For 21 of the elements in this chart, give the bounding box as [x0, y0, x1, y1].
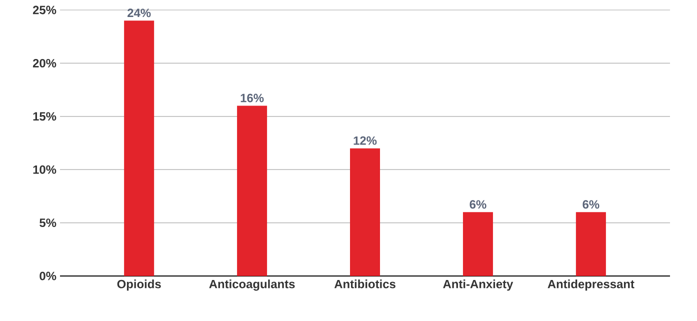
data-label: 16%	[240, 94, 264, 102]
x-tick-label: Antidepressant	[548, 280, 634, 291]
bar	[124, 20, 154, 276]
data-label: 6%	[470, 200, 486, 209]
x-tick-label: Antibiotics	[334, 280, 396, 288]
y-tick-label: 25%	[32, 6, 56, 14]
y-tick-label: 15%	[33, 112, 56, 121]
bar	[237, 106, 268, 276]
data-label: 6%	[582, 200, 600, 209]
y-tick-label: 10%	[33, 165, 56, 174]
y-tick-label: 0%	[40, 272, 56, 280]
bar	[462, 212, 493, 276]
data-label: 12%	[354, 136, 377, 145]
data-label: 24%	[128, 8, 151, 18]
y-tick-label: 5%	[40, 218, 56, 228]
bar	[576, 212, 606, 276]
bar	[350, 148, 380, 276]
x-tick-label: Opioids	[117, 280, 161, 291]
x-tick-label: Anticoagulants	[209, 280, 295, 291]
y-tick-label: 20%	[32, 58, 56, 68]
x-tick-label: Anti-Anxiety	[443, 280, 514, 291]
